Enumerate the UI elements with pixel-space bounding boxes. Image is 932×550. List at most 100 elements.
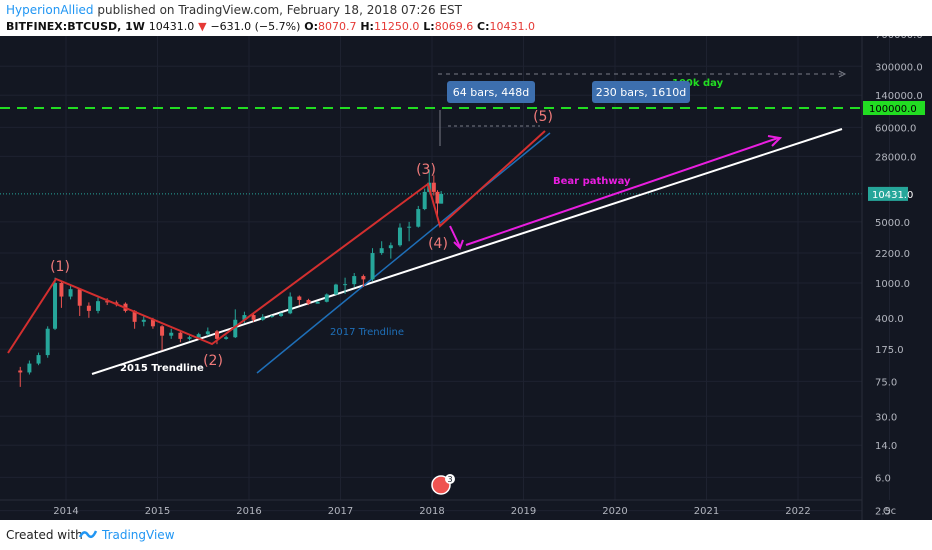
down-arrow-icon: ▼ (198, 20, 207, 33)
candle-body (233, 319, 238, 338)
candle-body (242, 315, 247, 320)
open-label: O: (304, 20, 318, 33)
candle-body (141, 319, 146, 322)
candle-body (315, 301, 320, 304)
y-tick-label: 175.0 (875, 345, 904, 356)
candle-body (132, 310, 137, 322)
candle-body (306, 299, 311, 304)
high-label: H: (360, 20, 374, 33)
x-tick-label: Oc (883, 506, 896, 517)
y-axis[interactable]: 1600000.0700000.0300000.0140000.060000.0… (861, 0, 929, 520)
candle-body (431, 182, 436, 192)
candle-body (68, 289, 73, 297)
range-box-1-label: 64 bars, 448d (453, 86, 529, 99)
candle-body (324, 294, 329, 302)
bear-arrowhead-down (453, 239, 464, 250)
y-tick-label: 2200.0 (875, 249, 910, 260)
symbol-label[interactable]: BITFINEX:BTCUSD, 1W (6, 20, 145, 33)
candle-body (407, 226, 412, 228)
open-value: 8070.7 (317, 20, 357, 33)
x-tick-label: 2020 (602, 506, 627, 517)
candle-body (205, 331, 210, 335)
event-count-label: 3 (447, 475, 452, 484)
candle-body (187, 337, 192, 339)
publish-line: HyperionAllied published on TradingView.… (6, 3, 462, 17)
wave-label: (3) (416, 162, 436, 178)
y-tick-label: 700000.0 (875, 36, 923, 41)
current-price-label: 10431.0 (872, 190, 913, 201)
x-tick-label: 2021 (694, 506, 719, 517)
candle-body (36, 355, 41, 364)
candle-body (105, 301, 110, 303)
y-tick-label: 1000.0 (875, 279, 910, 290)
low-label: L: (423, 20, 435, 33)
candle-body (18, 370, 23, 373)
x-tick-label: 2016 (236, 506, 261, 517)
x-axis[interactable]: 2014 2015 2016 2017 2018 2019 2020 2021 2022 Oc (0, 499, 896, 517)
candle-body (169, 332, 174, 336)
candle-body (214, 331, 219, 339)
candle-body (416, 209, 421, 227)
candle-body (178, 332, 183, 339)
hundredk-price-tag (863, 101, 925, 115)
range-box-2 (592, 81, 690, 103)
tradingview-brand[interactable]: TradingView (102, 528, 175, 542)
x-tick-label: 2017 (328, 506, 353, 517)
low-value: 8069.6 (434, 20, 474, 33)
tradingview-logo-icon (78, 530, 98, 539)
trendline-2015-label: 2015 Trendline (120, 363, 204, 374)
candle-body (251, 315, 256, 320)
y-tick-label: 6.0 (875, 473, 891, 484)
bear-pathway-arrow (465, 137, 779, 246)
hundredk-day-label: 100k day (672, 78, 724, 89)
current-price-tag (868, 186, 908, 201)
candle-body (388, 245, 393, 249)
x-tick-label: 2019 (511, 506, 536, 517)
bear-pathway-arrowhead (767, 135, 783, 147)
candle-body (53, 283, 58, 329)
x-tick-label: 2018 (419, 506, 444, 517)
y-tick-label: 140000.0 (875, 91, 923, 102)
candle-body (422, 191, 427, 210)
candles (18, 169, 444, 387)
bear-pathway-label: Bear pathway (553, 176, 631, 187)
range-box-2-label: 230 bars, 1610d (596, 86, 686, 99)
footer: Created with TradingView (0, 520, 932, 550)
candle-body (288, 296, 293, 314)
candle-body (397, 227, 402, 246)
projection-arrowhead (838, 70, 847, 78)
y-tick-label: 28000.0 (875, 152, 916, 163)
candle-body (379, 248, 384, 254)
candle-body (361, 276, 366, 280)
price-change: −631.0 (−5.7%) (210, 20, 301, 33)
chart-background (0, 36, 932, 520)
elliott-wave-path (7, 130, 546, 354)
annotations: 100k day (1) (2) (3) (4) (5) Bear pathway 2015 … (7, 78, 783, 495)
y-tick-label: 400.0 (875, 314, 904, 325)
candle-body (45, 328, 50, 356)
author-link[interactable]: HyperionAllied (6, 3, 94, 17)
candle-body (435, 191, 440, 204)
wave-label: (2) (203, 353, 223, 369)
created-with-text: Created with (6, 528, 83, 542)
price-chart[interactable]: 100k day (1) (2) (3) (4) (5) Bear pathway 2015 … (0, 0, 932, 520)
candle-body (352, 276, 357, 285)
candle-body (260, 316, 265, 320)
chart-header: HyperionAllied published on TradingView.… (0, 0, 932, 36)
publish-text: published on TradingView.com, February 1… (97, 3, 462, 17)
wave-label: (1) (50, 259, 70, 275)
candle-body (439, 193, 444, 204)
candle-body (370, 253, 375, 280)
chart-area[interactable]: 100k day (1) (2) (3) (4) (5) Bear pathway 2015 … (0, 0, 932, 520)
y-tick-label: 300000.0 (875, 62, 923, 73)
candle-body (224, 337, 229, 339)
candle-body (77, 289, 82, 306)
candle-body (86, 305, 91, 311)
x-tick-label: 2022 (785, 506, 810, 517)
candle-body (160, 326, 165, 336)
y-tick-label: 14.0 (875, 441, 897, 452)
event-count-badge (445, 474, 455, 484)
candle-body (96, 301, 101, 311)
y-tick-label: 75.0 (875, 377, 897, 388)
y-tick-label: 60000.0 (875, 123, 916, 134)
